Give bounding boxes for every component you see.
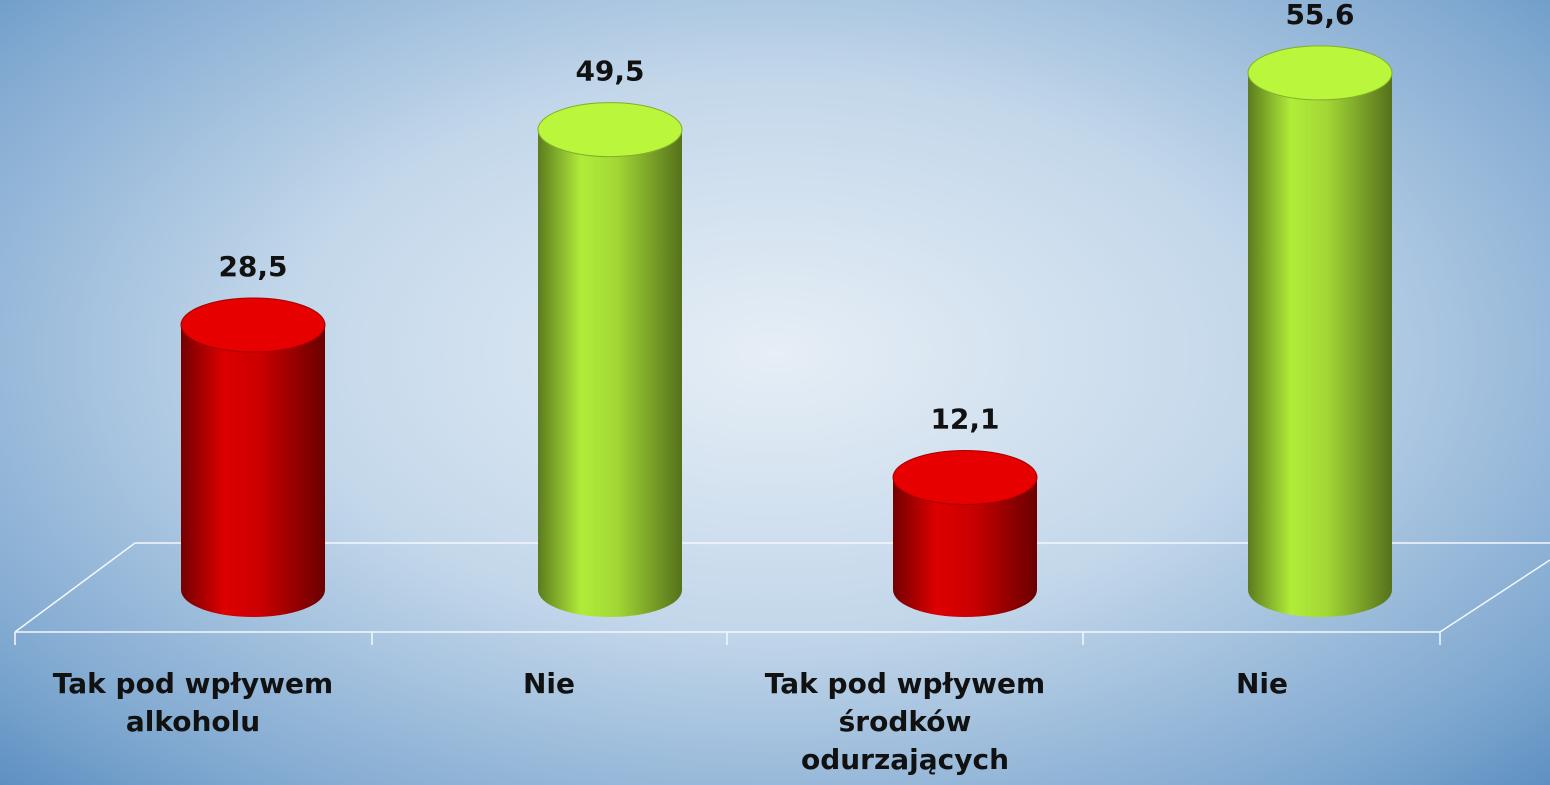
x-tick-label: Nie (522, 667, 576, 700)
bar-top (1247, 45, 1393, 101)
bar (1248, 72, 1392, 591)
bar (538, 129, 682, 590)
bar (181, 324, 325, 590)
bar-top (537, 102, 683, 158)
x-tick-label: Tak pod wpływem alkoholu (52, 667, 334, 738)
value-label: 12,1 (930, 402, 999, 435)
x-tick-label: Nie (1235, 667, 1289, 700)
bar-top (892, 449, 1038, 505)
value-label: 49,5 (575, 55, 644, 88)
value-label: 28,5 (218, 250, 287, 283)
x-tick-label: Tak pod wpływem środków odurzających (764, 667, 1046, 776)
value-label: 55,6 (1285, 0, 1354, 31)
bar-top (180, 297, 326, 353)
